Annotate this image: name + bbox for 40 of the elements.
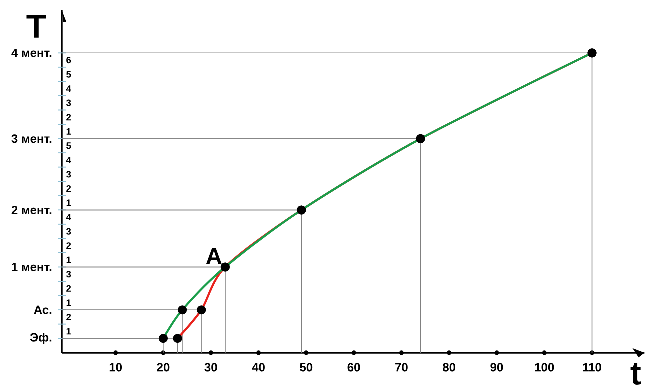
x-tick-label: 70 (396, 363, 408, 372)
text: 1 мент. (12, 263, 52, 272)
annotation: 5 (66, 71, 72, 78)
text: 3 мент. (12, 134, 52, 144)
x-tick-label: 30 (204, 363, 218, 372)
x-tick-label: 80 (443, 363, 456, 372)
annotation: 3 (66, 228, 72, 235)
annotation: 6 (66, 57, 72, 64)
annotation: 4 (66, 156, 72, 164)
annotation: 5 (66, 142, 72, 150)
annotation: 2 (66, 242, 72, 250)
x-tick-label: 110 (583, 363, 602, 372)
text: Эф. (30, 332, 52, 344)
x-tick-label: 10 (110, 363, 122, 372)
x-tick-label: 100 (535, 363, 554, 372)
annotation: 2 (66, 285, 72, 292)
annotation: 1 (66, 328, 72, 335)
annotation: 2 (66, 314, 72, 320)
x-tick-label: 50 (300, 363, 313, 372)
annotation: 1 (66, 300, 72, 306)
x-tick-label: 40 (252, 363, 265, 372)
annotation: 1 (66, 128, 72, 135)
annotation: 1 (66, 200, 72, 206)
text: 2 мент. (12, 206, 52, 215)
annotation: 3 (66, 171, 72, 178)
x-tick-label: 20 (157, 363, 170, 372)
annotation: 4 (66, 86, 72, 92)
annotation: 3 (66, 271, 72, 278)
x-tick-label: 60 (348, 363, 360, 372)
annotation: 3 (66, 100, 72, 106)
annotation: 2 (66, 185, 72, 192)
y-axis-title: T (26, 15, 46, 38)
x-axis-title: t (630, 363, 642, 385)
annotation: 4 (66, 214, 72, 220)
text: 4 мент. (12, 48, 52, 58)
annotation: 2 (66, 114, 72, 121)
text: Ас. (34, 306, 52, 314)
annotation: 1 (66, 256, 72, 264)
x-tick-label: 90 (490, 363, 504, 372)
annotation: A (206, 248, 222, 264)
